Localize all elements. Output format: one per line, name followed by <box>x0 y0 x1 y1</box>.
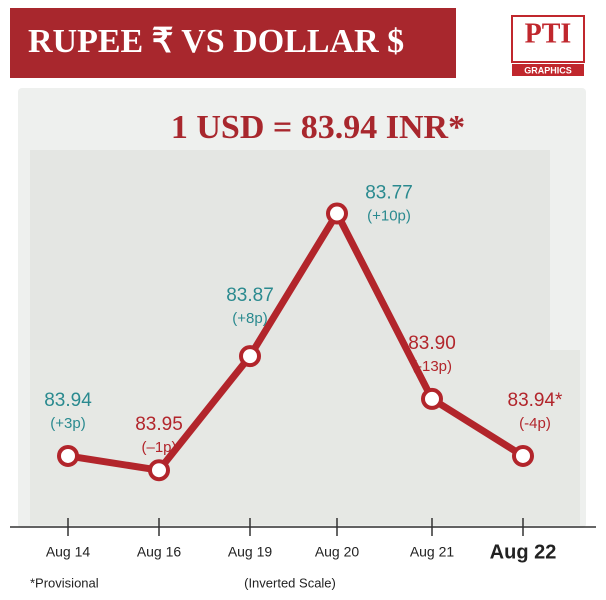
point <box>514 447 532 465</box>
point <box>241 347 259 365</box>
value-label: 83.77 <box>365 183 413 204</box>
logo: PTI <box>525 18 572 49</box>
value-label: 83.94* <box>508 390 564 411</box>
x-tick-label: Aug 21 <box>410 544 455 560</box>
value-label: 83.87 <box>226 285 274 306</box>
change-label: (-4p) <box>519 415 551 432</box>
x-tick-label: Aug 22 <box>490 541 557 563</box>
change-label: (+10p) <box>367 207 411 224</box>
x-tick-label: Aug 20 <box>315 544 360 560</box>
change-label: (+3p) <box>50 415 85 432</box>
point <box>59 447 77 465</box>
x-tick-label: Aug 14 <box>46 544 91 560</box>
chart: RUPEE ₹ VS DOLLAR $ PTI GRAPHICS 1 USD =… <box>0 0 606 600</box>
point <box>423 390 441 408</box>
x-tick-label: Aug 19 <box>228 544 273 560</box>
footnote: *Provisional <box>30 575 99 590</box>
change-label: (–1p) <box>141 439 176 456</box>
value-label: 83.90 <box>408 333 456 354</box>
value-label: 83.94 <box>44 390 92 411</box>
logo-sub: GRAPHICS <box>524 65 572 75</box>
point <box>150 461 168 479</box>
point <box>328 205 346 223</box>
value-label: 83.95 <box>135 414 183 435</box>
banner-title: RUPEE ₹ VS DOLLAR $ <box>28 23 404 60</box>
x-tick-label: Aug 16 <box>137 544 182 560</box>
change-label: (+8p) <box>232 310 267 327</box>
scale-note: (Inverted Scale) <box>244 575 336 590</box>
headline: 1 USD = 83.94 INR* <box>171 109 465 146</box>
change-label: (-13p) <box>412 358 452 375</box>
banknote <box>30 150 550 350</box>
